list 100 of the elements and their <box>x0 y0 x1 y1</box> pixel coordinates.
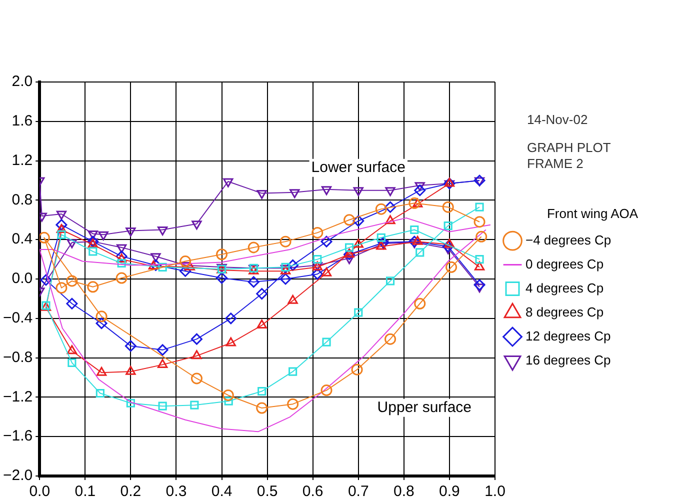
point <box>444 178 456 190</box>
point <box>375 203 387 215</box>
point <box>66 345 78 354</box>
point <box>386 276 395 286</box>
x-tick-label: 0.2 <box>120 483 142 500</box>
point <box>98 231 108 240</box>
point <box>117 258 126 268</box>
point <box>223 178 234 188</box>
annotation: Upper surface <box>377 398 472 416</box>
y-tick-label: −2.0 <box>2 467 33 484</box>
point <box>157 226 168 236</box>
point <box>344 243 354 252</box>
point <box>192 220 202 230</box>
point <box>56 219 68 231</box>
point <box>280 273 292 285</box>
point <box>322 338 331 346</box>
point <box>281 262 290 272</box>
point <box>444 222 452 230</box>
point <box>68 358 76 368</box>
legend-label: 4 degrees Cp <box>526 280 604 296</box>
point <box>312 226 324 238</box>
point <box>287 259 299 271</box>
point <box>474 216 486 228</box>
x-tick-label: 0.1 <box>74 483 96 500</box>
point <box>378 236 390 248</box>
legend-label: 16 degrees Cp <box>526 352 611 368</box>
point <box>414 182 425 192</box>
point <box>313 255 322 264</box>
x-tick-label: 0.5 <box>256 483 278 500</box>
point <box>352 215 364 227</box>
point <box>190 400 199 410</box>
point <box>414 298 426 310</box>
point <box>192 350 202 360</box>
x-tick-label: 0.0 <box>29 483 50 500</box>
y-tick-label: −0.4 <box>2 310 33 327</box>
point <box>126 398 135 408</box>
point <box>150 253 161 262</box>
point <box>442 201 454 213</box>
point <box>287 398 299 410</box>
point <box>256 288 268 300</box>
point <box>225 312 237 324</box>
y-tick-label: 0.4 <box>12 230 33 248</box>
point <box>376 233 386 242</box>
y-tick-label: 0.8 <box>12 191 33 208</box>
point <box>96 366 107 376</box>
point <box>126 227 136 236</box>
x-tick-label: 0.7 <box>348 483 369 500</box>
point <box>56 282 68 294</box>
point <box>384 201 396 213</box>
x-tick-label: 0.3 <box>166 483 187 500</box>
point <box>351 364 363 376</box>
point <box>216 272 228 284</box>
x-tick-label: 0.8 <box>393 483 414 500</box>
point <box>248 242 260 254</box>
point <box>408 197 420 209</box>
point <box>96 388 104 398</box>
point <box>96 310 108 322</box>
y-tick-label: 0.0 <box>12 270 33 288</box>
point <box>180 256 192 268</box>
point <box>158 262 167 272</box>
point <box>385 187 396 196</box>
point <box>353 187 364 196</box>
point <box>248 276 260 288</box>
legend-label: 0 degrees Cp <box>526 256 604 272</box>
point <box>88 247 98 256</box>
point <box>87 236 99 248</box>
point <box>226 337 236 346</box>
point <box>321 186 332 196</box>
y-tick-label: −1.6 <box>2 428 33 445</box>
point <box>476 230 488 242</box>
point <box>344 214 356 226</box>
x-tick-label: 1.0 <box>484 483 506 500</box>
y-tick-label: −0.8 <box>2 348 33 366</box>
point <box>280 236 292 248</box>
point <box>344 248 354 258</box>
text: FRAME 2 <box>527 156 584 172</box>
point <box>416 248 424 257</box>
point <box>158 402 167 410</box>
point <box>442 240 454 252</box>
point <box>57 230 66 239</box>
point <box>475 255 484 264</box>
point <box>124 340 136 352</box>
point <box>321 267 332 276</box>
point <box>87 281 99 293</box>
point <box>258 387 266 396</box>
point <box>288 294 298 304</box>
point <box>312 268 324 280</box>
legend-label: 8 degrees Cp <box>526 304 604 320</box>
point <box>66 239 78 248</box>
legend-label: −4 degrees Cp <box>526 232 612 248</box>
annotation: Lower surface <box>311 159 406 176</box>
point <box>344 255 354 264</box>
x-tick-label: 0.4 <box>211 483 232 500</box>
point <box>256 190 267 200</box>
x-tick-label: 0.6 <box>302 483 324 500</box>
point <box>256 402 268 414</box>
point <box>216 248 228 260</box>
point <box>320 236 332 248</box>
point <box>88 230 98 240</box>
point <box>474 284 485 293</box>
